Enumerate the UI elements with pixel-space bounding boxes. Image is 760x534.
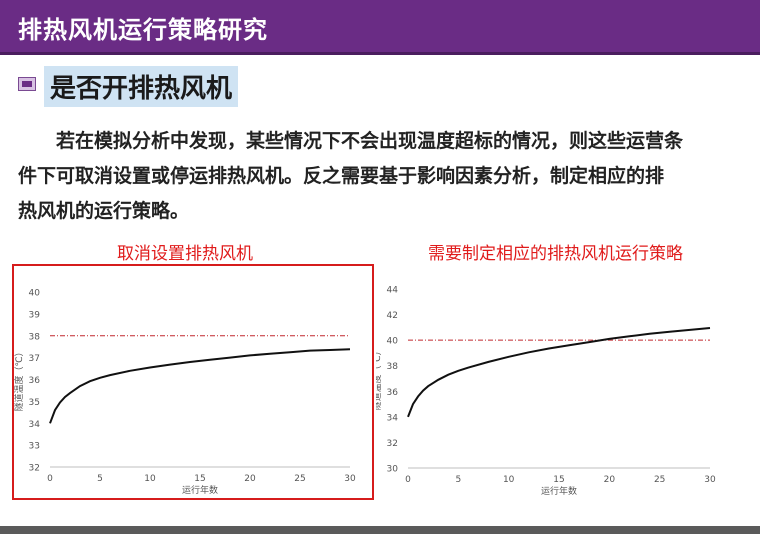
header-bar: 排热风机运行策略研究 bbox=[0, 0, 760, 52]
y-tick-label: 40 bbox=[29, 289, 41, 299]
y-tick-label: 40 bbox=[387, 337, 399, 347]
y-tick-label: 34 bbox=[29, 420, 41, 430]
x-tick-label: 5 bbox=[97, 474, 103, 484]
chart-2: 30 32 34 36 38 40 42 44 0 5 10 15 20 25 30 运行年数 隧道温度（℃） bbox=[376, 286, 716, 498]
x-tick-label: 5 bbox=[455, 475, 461, 485]
x-axis-label: 运行年数 bbox=[182, 484, 218, 496]
x-tick-label: 30 bbox=[704, 475, 716, 485]
temperature-series-line bbox=[49, 348, 351, 424]
y-tick-label: 33 bbox=[29, 442, 40, 452]
x-tick-label: 10 bbox=[503, 475, 515, 485]
square-bullet-icon bbox=[18, 77, 36, 91]
paragraph-line-3: 热风机的运行策略。 bbox=[18, 200, 190, 222]
x-tick-label: 20 bbox=[604, 475, 616, 485]
y-tick-label: 32 bbox=[29, 464, 40, 474]
y-tick-label: 34 bbox=[387, 413, 399, 423]
y-tick-label: 30 bbox=[387, 465, 399, 475]
y-tick-label: 36 bbox=[387, 388, 399, 398]
x-tick-label: 20 bbox=[244, 474, 256, 484]
y-tick-label: 32 bbox=[387, 439, 398, 449]
x-tick-label: 0 bbox=[405, 475, 411, 485]
chart-1-caption: 取消设置排热风机 bbox=[117, 244, 253, 264]
paragraph-line-1: 若在模拟分析中发现，某些情况下不会出现温度超标的情况，则这些运营条 bbox=[56, 130, 684, 152]
header-divider bbox=[0, 52, 760, 55]
y-tick-label: 37 bbox=[29, 354, 40, 364]
x-tick-label: 15 bbox=[194, 474, 205, 484]
chart-1: 32 33 34 35 36 37 38 39 40 0 5 10 15 20 25 30 运行年数 隧道温度（℃… bbox=[14, 289, 356, 497]
y-tick-label: 36 bbox=[29, 376, 41, 386]
page-title: 排热风机运行策略研究 bbox=[18, 16, 268, 44]
chart-1-highlight-frame bbox=[12, 264, 374, 500]
y-tick-label: 44 bbox=[387, 286, 399, 296]
y-tick-label: 38 bbox=[29, 332, 41, 342]
y-tick-label: 39 bbox=[29, 310, 41, 320]
x-tick-label: 15 bbox=[553, 475, 564, 485]
y-tick-label: 42 bbox=[387, 311, 398, 321]
x-tick-label: 0 bbox=[47, 474, 53, 484]
footer-bar bbox=[0, 526, 760, 534]
x-axis-label: 运行年数 bbox=[541, 485, 577, 497]
chart-2-caption: 需要制定相应的排热风机运行策略 bbox=[428, 244, 683, 264]
paragraph-line-2: 件下可取消设置或停运排热风机。反之需要基于影响因素分析，制定相应的排 bbox=[18, 165, 665, 187]
y-axis-label: 隧道温度（℃） bbox=[14, 347, 25, 411]
y-axis-label: 隧道温度（℃） bbox=[376, 346, 383, 410]
y-tick-label: 38 bbox=[387, 362, 399, 372]
x-tick-label: 30 bbox=[344, 474, 356, 484]
section-title: 是否开排热风机 bbox=[44, 66, 239, 107]
x-tick-label: 10 bbox=[144, 474, 156, 484]
body-paragraph: 若在模拟分析中发现，某些情况下不会出现温度超标的情况，则这些运营条 件下可取消设… bbox=[18, 124, 740, 229]
y-tick-label: 35 bbox=[29, 398, 40, 408]
x-tick-label: 25 bbox=[654, 475, 665, 485]
temperature-series-line bbox=[407, 327, 711, 418]
x-tick-label: 25 bbox=[294, 474, 305, 484]
